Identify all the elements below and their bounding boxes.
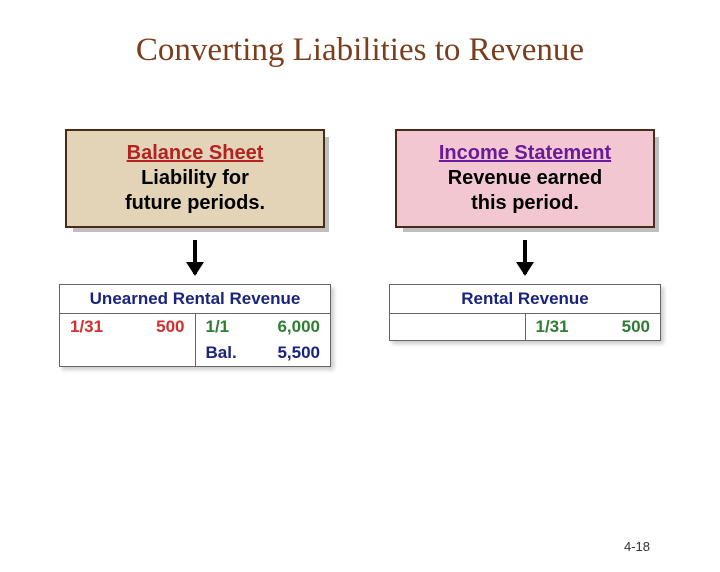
debit-cell: 1/31500 (60, 314, 196, 340)
balance-box-line2: future periods. (75, 191, 315, 216)
balance-box-line1: Liability for (75, 166, 315, 191)
content-area: Balance Sheet Liability for future perio… (0, 129, 720, 367)
taccount-title: Rental Revenue (390, 285, 660, 314)
left-column: Balance Sheet Liability for future perio… (45, 129, 345, 367)
taccount-title: Unearned Rental Revenue (60, 285, 330, 314)
credit-cell: 1/16,000 (196, 314, 331, 340)
arrow-down-icon (193, 240, 197, 274)
taccount-body: 1/315001/16,000Bal.5,500 (60, 314, 330, 366)
unearned-rental-taccount: Unearned Rental Revenue 1/315001/16,000B… (59, 284, 331, 367)
arrow-down-icon (523, 240, 527, 274)
income-box-line2: this period. (405, 191, 645, 216)
income-statement-box: Income Statement Revenue earned this per… (395, 129, 655, 228)
balance-box-title: Balance Sheet (75, 141, 315, 166)
balance-sheet-box: Balance Sheet Liability for future perio… (65, 129, 325, 228)
right-column: Income Statement Revenue earned this per… (375, 129, 675, 367)
taccount-row: 1/315001/16,000 (60, 314, 330, 340)
debit-cell (390, 314, 526, 340)
taccount-row: 1/31500 (390, 314, 660, 340)
credit-cell: Bal.5,500 (196, 340, 331, 366)
taccount-body: 1/31500 (390, 314, 660, 340)
credit-cell: 1/31500 (526, 314, 661, 340)
slide-title: Converting Liabilities to Revenue (0, 32, 720, 69)
income-box-line1: Revenue earned (405, 166, 645, 191)
income-box-title: Income Statement (405, 141, 645, 166)
debit-cell (60, 340, 196, 366)
taccount-row: Bal.5,500 (60, 340, 330, 366)
page-number: 4-18 (624, 539, 650, 554)
rental-revenue-taccount: Rental Revenue 1/31500 (389, 284, 661, 341)
